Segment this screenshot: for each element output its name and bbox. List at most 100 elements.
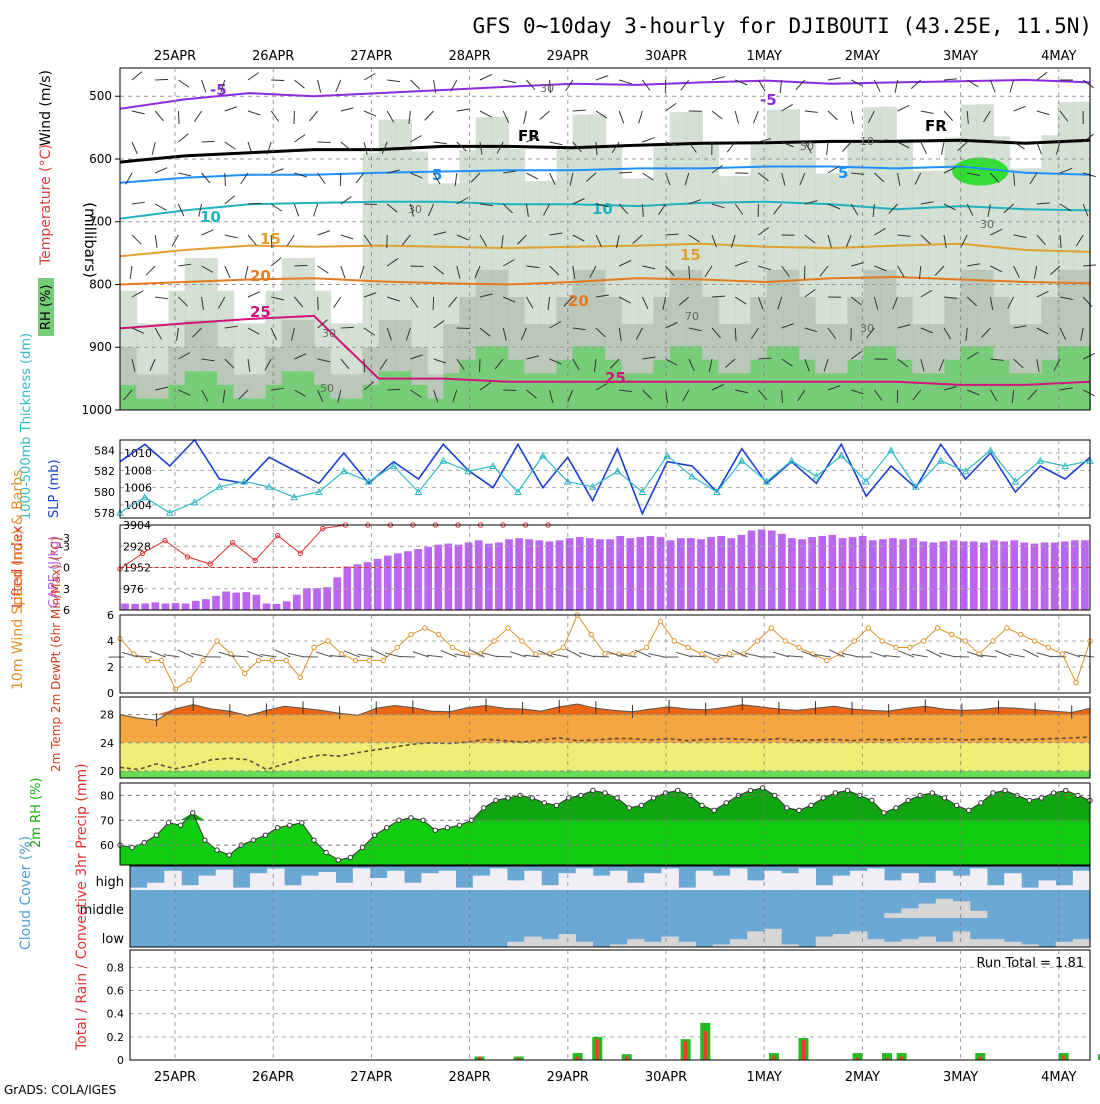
cape-bar xyxy=(818,536,826,610)
rh2m-marker xyxy=(1027,798,1031,802)
wind-speed-marker xyxy=(866,626,870,630)
rh2m-marker xyxy=(227,853,231,857)
rh-shading-green xyxy=(185,371,202,410)
cloud-bar-high xyxy=(353,868,370,890)
rh2m-marker xyxy=(942,796,946,800)
date-label-bottom: 27APR xyxy=(350,1070,392,1085)
cape-bar xyxy=(364,562,372,610)
wind-tick-label: 4 xyxy=(107,635,114,648)
isotherm-label: 5 xyxy=(838,164,848,182)
rh2m-marker xyxy=(906,798,910,802)
cloud-bar-low xyxy=(524,937,541,947)
cape-bar xyxy=(1031,544,1039,610)
rh-shading-green xyxy=(783,346,800,410)
cloud-bar-low xyxy=(1073,939,1090,947)
wind-barb-10m xyxy=(496,656,512,657)
cloud-bar-high xyxy=(267,868,284,890)
isotherm-label: 25 xyxy=(250,303,271,321)
rh2m-marker xyxy=(263,833,267,837)
cloud-bar-middle xyxy=(901,908,918,918)
cloud-bar-high xyxy=(559,873,576,890)
wind-speed-marker xyxy=(603,652,607,656)
rh2m-marker xyxy=(300,821,304,825)
cape-bar xyxy=(677,538,685,610)
rh2m-marker xyxy=(409,816,413,820)
rh-contour-label: 30 xyxy=(408,203,422,216)
cloud-bar-high xyxy=(713,876,730,890)
cloud-bar-high xyxy=(164,871,181,890)
rh-shading-green xyxy=(896,360,913,410)
date-label-bottom: 30APR xyxy=(645,1070,687,1085)
cape-bar xyxy=(212,596,220,610)
rh-shading-green xyxy=(233,398,250,410)
rh-shading-green xyxy=(540,373,557,410)
cape-bar xyxy=(778,534,786,610)
cape-bar xyxy=(253,595,261,610)
rh2m-marker xyxy=(360,845,364,849)
cloud-bar-high xyxy=(387,871,404,890)
rh2m-marker xyxy=(457,823,461,827)
cape-bar xyxy=(525,539,533,610)
wind-speed-marker xyxy=(243,671,247,675)
wind-speed-marker xyxy=(1074,680,1078,684)
cloud-bar-high xyxy=(747,880,764,890)
cape-bar xyxy=(172,603,180,610)
isotherm-label: FR xyxy=(518,127,540,145)
cloud-bar-middle xyxy=(936,899,953,918)
rh2m-marker xyxy=(591,788,595,792)
temp-axis-label: 2m Temp 2m DewPt (6hr Min/Max) (°C) xyxy=(49,537,63,772)
cape-bar xyxy=(879,539,887,610)
rh-shading-green xyxy=(589,346,606,410)
rh2m-tick-label: 80 xyxy=(100,789,114,802)
cloud-bar-high xyxy=(216,870,233,890)
cloud-bar-low xyxy=(833,934,850,947)
rh-shading-green xyxy=(1009,373,1026,410)
cape-bar xyxy=(950,540,958,610)
wind-speed-marker xyxy=(492,639,496,643)
rh2m-marker xyxy=(506,796,510,800)
rh2m-marker xyxy=(930,791,934,795)
cloud-bar-high xyxy=(644,873,661,890)
cape-bar xyxy=(697,539,705,610)
cape-bar xyxy=(717,536,725,610)
date-label-top: 1MAY xyxy=(747,49,782,64)
cloud-bar-high xyxy=(730,868,747,890)
rh-shading-green xyxy=(864,346,881,410)
rh2m-marker xyxy=(336,858,340,862)
cape-bar xyxy=(535,540,543,610)
cloud-bar-high xyxy=(507,880,524,890)
precip-convective-bar xyxy=(596,1039,599,1060)
wind-speed-marker xyxy=(561,645,565,649)
cloud-bar-high xyxy=(1004,873,1021,890)
li-tick-label: 3 xyxy=(63,583,70,596)
rh-contour-label: 50 xyxy=(320,382,334,395)
rh-shading-green xyxy=(298,371,315,410)
cloud-bar-low xyxy=(816,937,833,947)
date-label-top: 29APR xyxy=(547,49,589,64)
wind-speed-marker xyxy=(908,645,912,649)
precip-convective-bar xyxy=(704,1031,707,1060)
cloud-bar-high xyxy=(1021,888,1038,890)
rh-shading-green xyxy=(201,371,218,410)
wind-speed-marker xyxy=(935,626,939,630)
rh2m-marker xyxy=(603,791,607,795)
cape-bar xyxy=(293,595,301,610)
rh2m-marker xyxy=(433,828,437,832)
rh-contour-label: 70 xyxy=(685,310,699,323)
wind-speed-marker xyxy=(506,626,510,630)
wind-speed-marker xyxy=(409,632,413,636)
wind-speed-marker xyxy=(1032,639,1036,643)
cloud-bar-low xyxy=(507,942,524,947)
rh-shading-green xyxy=(815,373,832,410)
slp-tick-label: 1008 xyxy=(124,464,152,477)
rh2m-marker xyxy=(954,803,958,807)
wind-speed-marker xyxy=(520,639,524,643)
cape-bar xyxy=(495,543,503,610)
cloud-bar-high xyxy=(799,868,816,890)
rh2m-marker xyxy=(1003,788,1007,792)
isotherm-label: FR xyxy=(925,117,947,135)
cloud-bar-low xyxy=(644,942,661,947)
isotherm-label: 10 xyxy=(592,200,613,218)
rh-shading-green xyxy=(524,373,541,410)
wind-barb xyxy=(155,79,168,80)
